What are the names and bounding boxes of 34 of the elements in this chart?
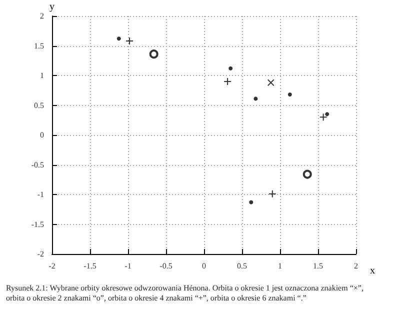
point <box>268 190 276 198</box>
y-axis-title: y <box>50 2 54 12</box>
point <box>288 92 292 97</box>
point <box>319 113 328 122</box>
point <box>228 66 233 70</box>
x-tick-label: -0.5 <box>160 262 172 270</box>
y-tick-label: 2 <box>40 12 44 20</box>
x-tick-label: -1.5 <box>84 262 96 270</box>
x-tick-label: 0 <box>202 262 206 270</box>
x-tick-label: 1.5 <box>313 262 323 270</box>
point <box>325 112 330 116</box>
y-tick-label: 0.5 <box>34 100 44 110</box>
x-tick-label: 2 <box>354 262 358 270</box>
x-tick-label: -1 <box>124 262 132 270</box>
point <box>254 96 258 101</box>
point <box>126 36 134 45</box>
point <box>267 79 274 86</box>
x-tick-label: 0.5 <box>237 262 247 270</box>
y-tick-label: 0 <box>40 130 44 140</box>
y-tick-label: -1 <box>37 190 44 199</box>
text: Rysunek 2.1: Wybrane orbity okresowe odwzorowania Hénona. Orbita o okresie 1 jest oznaczona znakiem “×”, orbita o okresie 2 znakami “o”, orbita o okresie 4 znakami “+”, orbita o okresie 6 znakami “.” <box>6 284 366 302</box>
y-tick-label: -1.5 <box>31 220 44 229</box>
x-tick-label: 1 <box>278 262 282 270</box>
x-tick-label: -2 <box>48 262 56 270</box>
y-tick-label: 1 <box>40 71 44 80</box>
point <box>302 170 312 179</box>
y-tick-label: -0.5 <box>31 160 44 170</box>
point <box>224 77 232 86</box>
y-tick-label: -2 <box>37 250 44 258</box>
point <box>149 50 158 59</box>
point <box>116 36 121 41</box>
y-tick-label: 1.5 <box>34 41 44 50</box>
point <box>249 200 254 204</box>
x-axis-title: x <box>370 266 375 276</box>
